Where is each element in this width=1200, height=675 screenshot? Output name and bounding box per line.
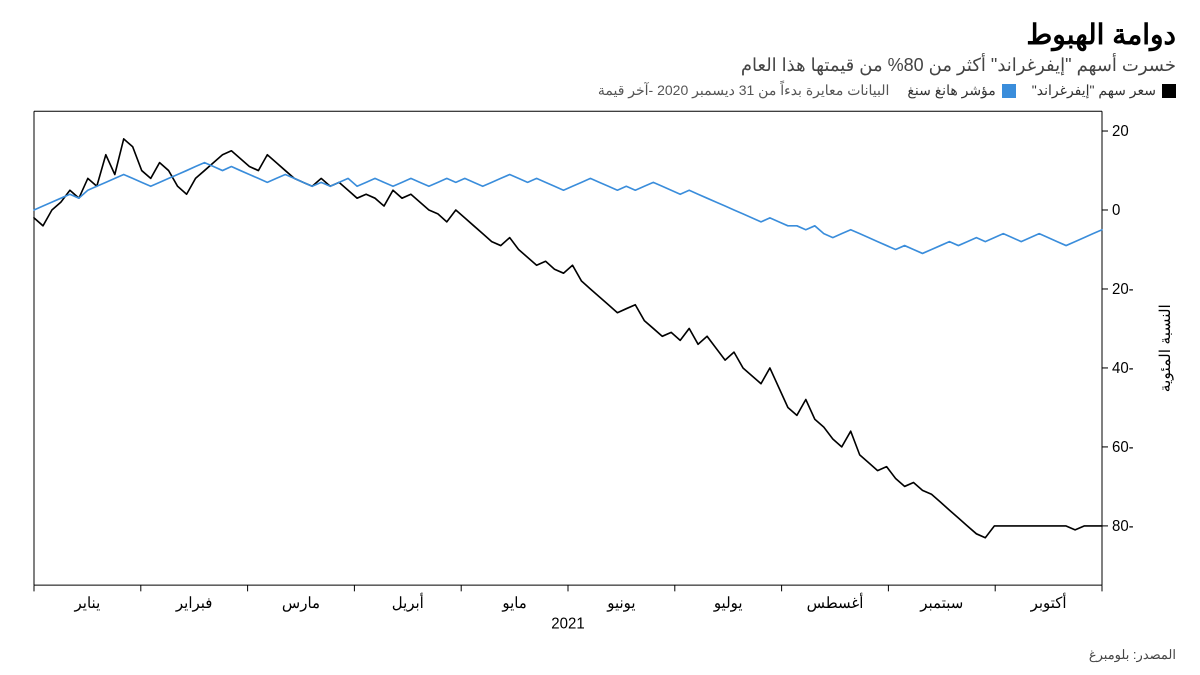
legend-label-evergrande: سعر سهم "إيفرغراند" bbox=[1032, 82, 1156, 99]
chart-svg: 20 0 20- 40- 60- 80- النسبة المئوية يناير فبراير… bbox=[24, 103, 1176, 641]
svg-text:40-: 40- bbox=[1112, 360, 1134, 377]
svg-text:سبتمبر: سبتمبر bbox=[919, 595, 963, 612]
legend-item-evergrande: سعر سهم "إيفرغراند" bbox=[1032, 82, 1176, 99]
svg-text:80-: 80- bbox=[1112, 518, 1134, 535]
svg-text:0: 0 bbox=[1112, 202, 1120, 219]
svg-text:مارس: مارس bbox=[282, 595, 320, 612]
chart-header-row: سعر سهم "إيفرغراند" مؤشر هانغ سنغ البيان… bbox=[24, 82, 1176, 99]
chart-source: المصدر: بلومبرغ bbox=[24, 647, 1176, 663]
svg-text:20: 20 bbox=[1112, 123, 1129, 140]
chart-note: البيانات معايرة بدءاً من 31 ديسمبر 2020 … bbox=[598, 82, 890, 99]
svg-text:أبريل: أبريل bbox=[392, 593, 424, 612]
chart-title: دوامة الهبوط bbox=[24, 18, 1176, 51]
legend-label-hangseng: مؤشر هانغ سنغ bbox=[907, 82, 995, 99]
legend-swatch-hangseng bbox=[1002, 84, 1016, 98]
svg-text:مايو: مايو bbox=[501, 595, 527, 612]
svg-text:النسبة المئوية: النسبة المئوية bbox=[1157, 304, 1174, 392]
svg-text:أكتوبر: أكتوبر bbox=[1030, 593, 1067, 612]
legend-item-hangseng: مؤشر هانغ سنغ bbox=[907, 82, 1015, 99]
chart-area: 20 0 20- 40- 60- 80- النسبة المئوية يناير فبراير… bbox=[24, 103, 1176, 641]
svg-text:60-: 60- bbox=[1112, 439, 1134, 456]
svg-text:فبراير: فبراير bbox=[175, 595, 213, 612]
legend-swatch-evergrande bbox=[1162, 84, 1176, 98]
svg-text:أغسطس: أغسطس bbox=[807, 593, 864, 612]
svg-text:يناير: يناير bbox=[74, 595, 101, 612]
svg-text:يونيو: يونيو bbox=[606, 595, 635, 612]
svg-text:يوليو: يوليو bbox=[713, 595, 743, 612]
chart-subtitle: خسرت أسهم "إيفرغراند" أكثر من 80% من قيم… bbox=[24, 55, 1176, 76]
svg-text:20-: 20- bbox=[1112, 281, 1134, 298]
chart-legend: سعر سهم "إيفرغراند" مؤشر هانغ سنغ bbox=[907, 82, 1176, 99]
svg-text:2021: 2021 bbox=[551, 615, 584, 632]
